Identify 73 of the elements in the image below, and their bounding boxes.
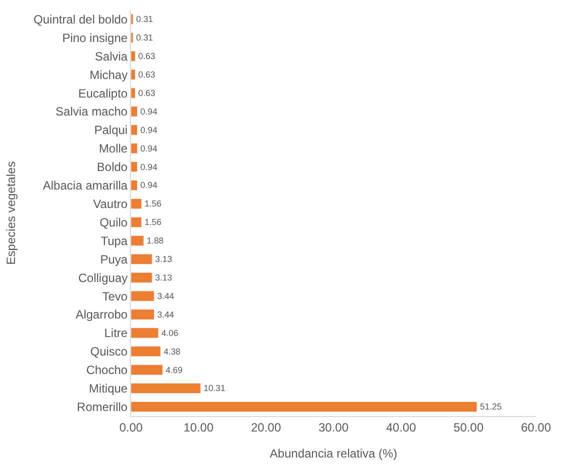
data-label: 0.94 [140,180,158,190]
y-tick-label: Litre [104,326,128,340]
y-tick-label: Molle [98,142,128,156]
bar [131,124,138,136]
y-tick-label: Eucalipto [78,86,128,100]
y-tick-label: Palqui [94,123,128,138]
bar [131,198,142,210]
data-label: 1.88 [146,236,164,246]
y-tick-label: Pino insigne [62,30,128,45]
bar [131,254,152,264]
bar [131,69,136,80]
y-tick-label: Tupa [100,234,128,248]
data-label: 0.94 [140,143,158,154]
bar [131,401,478,412]
y-tick-label: Quisco [90,344,128,359]
data-label: 0.31 [136,14,154,24]
data-label: 0.63 [138,51,156,62]
x-tick-label: 30.00 [318,420,349,434]
y-tick-label: Vautro [93,196,128,211]
bar [131,180,138,191]
bar [131,272,152,283]
data-label: 0.94 [140,106,158,116]
data-label: 3.13 [155,254,172,264]
data-label: 0.94 [140,124,158,135]
data-label: 4.06 [161,328,178,338]
x-axis-title: Abundancia relativa (%) [270,446,398,460]
y-tick-label: Algarrobo [76,308,128,322]
data-label: 0.63 [138,88,156,98]
data-label: 1.56 [144,217,162,228]
x-tick-label: 0.00 [119,420,143,434]
y-axis-title: Especies vegetales [4,161,18,265]
y-tick-label: Michay [90,68,128,82]
bar [131,382,201,394]
y-tick-label: Romerillo [76,400,128,414]
y-tick-label: Colliguay [78,270,128,285]
bar [131,216,142,228]
y-tick-label: Quilo [100,215,128,230]
data-label: 51.25 [480,402,502,412]
y-tick-label: Albacia amarilla [42,178,128,193]
y-tick-label: Salvia [94,49,128,64]
data-label: 3.44 [157,309,174,320]
x-tick-label: 50.00 [453,420,484,434]
y-tick-label: Boldo [96,160,128,174]
data-label: 4.38 [164,346,181,356]
data-label: 10.31 [204,383,226,394]
bar [131,88,136,98]
bar [131,106,138,117]
y-tick-label: Quintral del boldo [34,12,128,26]
data-label: 1.56 [144,198,162,209]
bar [131,364,163,376]
bar [131,50,136,62]
data-label: 3.44 [157,290,174,301]
bar [131,328,159,338]
y-tick-label: Mitique [88,382,128,396]
x-tick-label: 40.00 [386,420,416,434]
bar [131,290,154,302]
data-label: 4.69 [166,364,183,375]
data-label: 3.13 [155,272,172,282]
x-tick-label: 20.00 [250,420,282,434]
y-tick-label: Chocho [86,363,128,378]
bar [131,235,144,246]
y-tick-label: Puya [100,252,128,266]
data-label: 0.31 [136,32,154,43]
x-tick-label: 10.00 [183,420,214,434]
y-tick-label: Tevo [102,289,128,304]
bar [131,309,154,320]
bar [131,143,138,154]
data-label: 0.63 [138,69,156,80]
x-tick-label: 60.00 [520,420,552,434]
bar [131,162,138,172]
data-label: 0.94 [140,162,158,172]
bar [131,346,161,357]
y-tick-label: Salvia macho [56,104,128,119]
